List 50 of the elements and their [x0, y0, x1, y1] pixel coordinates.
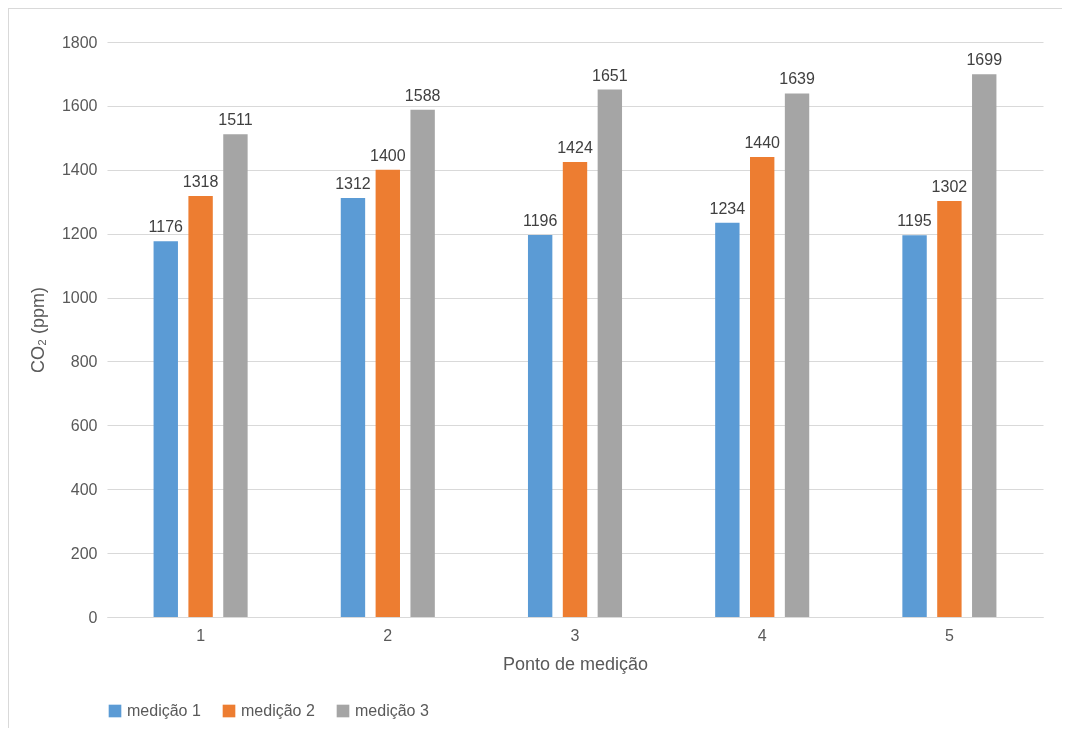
y-axis-title: CO₂ (ppm)	[27, 287, 48, 373]
bar	[972, 74, 997, 617]
legend-label: medição 1	[127, 702, 201, 719]
y-tick-label: 1000	[61, 289, 98, 307]
bar	[750, 157, 775, 617]
y-tick-label: 1400	[61, 161, 98, 179]
x-tick-label: 1	[196, 626, 206, 644]
bar	[715, 222, 740, 617]
data-label: 1588	[404, 86, 441, 104]
data-label: 1318	[182, 172, 219, 190]
x-tick-label: 3	[570, 626, 580, 644]
data-label: 1195	[897, 212, 932, 230]
bar	[597, 89, 623, 617]
data-label: 1176	[148, 218, 184, 236]
bar	[223, 134, 248, 617]
data-label: 1196	[522, 211, 558, 229]
y-tick-label: 1600	[61, 97, 98, 115]
bar	[375, 169, 400, 617]
y-tick-label: 600	[70, 416, 98, 434]
bar	[410, 109, 435, 617]
bar	[902, 235, 927, 617]
x-tick-label: 4	[757, 626, 767, 644]
y-tick-label: 1800	[61, 33, 98, 51]
data-label: 1651	[592, 66, 628, 84]
y-tick-label: 800	[70, 352, 98, 370]
legend-label: medição 2	[241, 702, 315, 719]
data-label: 1400	[370, 146, 406, 164]
data-label: 1312	[335, 174, 371, 192]
bar	[784, 93, 810, 617]
data-label: 1424	[557, 139, 593, 157]
y-tick-label: 400	[70, 480, 98, 498]
bar	[937, 201, 962, 617]
x-axis-title: Ponto de medição	[502, 653, 649, 674]
bar	[188, 195, 213, 617]
bar	[562, 162, 588, 617]
y-tick-label: 1200	[61, 225, 98, 243]
data-label: 1440	[744, 134, 781, 151]
legend-label: medição 3	[355, 702, 429, 719]
bar	[527, 234, 553, 617]
y-tick-label: 200	[70, 544, 98, 562]
x-tick-label: 5	[944, 626, 954, 644]
bar	[340, 197, 366, 617]
bar	[153, 241, 178, 617]
y-tick-label: 0	[88, 608, 98, 626]
data-label: 1302	[931, 178, 968, 196]
data-label: 1639	[779, 70, 815, 88]
data-label: 1511	[218, 111, 253, 129]
data-label: 1699	[966, 51, 1003, 69]
data-label: 1234	[709, 199, 746, 217]
x-tick-label: 2	[383, 626, 393, 644]
